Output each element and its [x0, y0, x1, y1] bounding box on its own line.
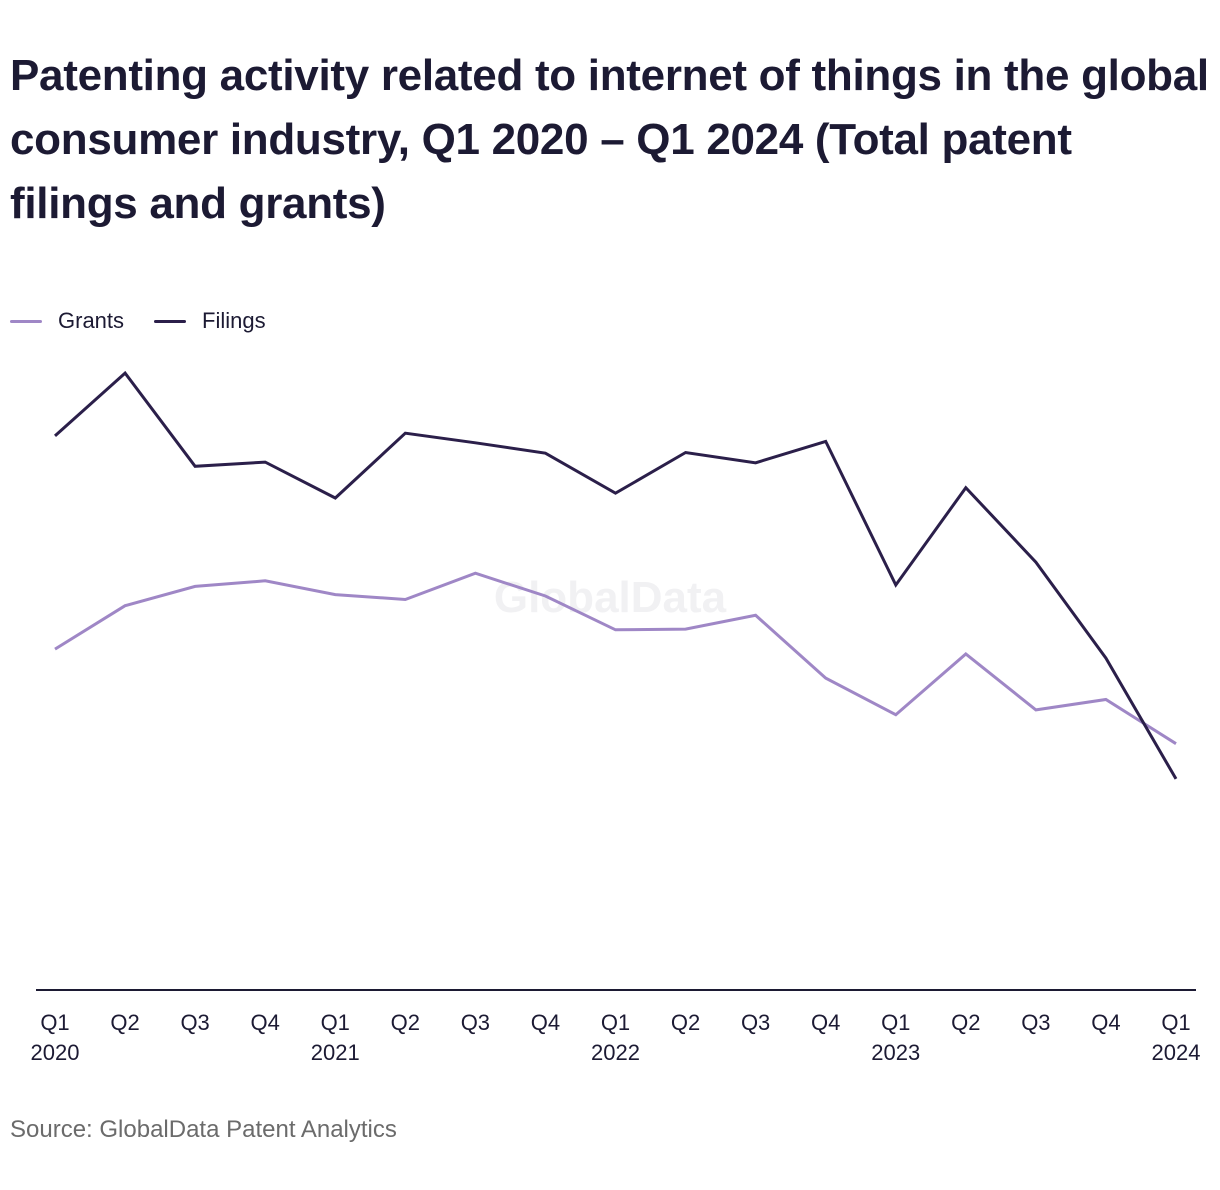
legend-label-filings: Filings	[202, 308, 266, 333]
x-tick-label-quarter: Q4	[251, 1010, 280, 1035]
x-tick-label-year: 2023	[871, 1040, 920, 1065]
watermark-text: GlobalData	[494, 573, 727, 622]
x-tick-label-quarter: Q4	[1091, 1010, 1120, 1035]
x-tick-label-quarter: Q1	[881, 1010, 910, 1035]
legend-item-filings: Filings	[154, 308, 266, 334]
x-axis-ticks: Q1 2020 Q2 Q3 Q4 Q1 2021 Q2 Q3 Q4 Q1 2022 Q2 Q3 Q4 Q1 20…	[31, 1010, 1201, 1065]
series-line-filings	[53, 370, 1178, 780]
x-tick-label-year: 2024	[1152, 1040, 1201, 1065]
x-tick-label-quarter: Q4	[531, 1010, 560, 1035]
x-tick-label-year: 2021	[311, 1040, 360, 1065]
x-tick-label-quarter: Q3	[1021, 1010, 1050, 1035]
x-tick-label-quarter: Q1	[1161, 1010, 1190, 1035]
x-tick-label-quarter: Q2	[671, 1010, 700, 1035]
source-note: Source: GlobalData Patent Analytics	[10, 1116, 397, 1143]
x-tick-label-year: 2020	[31, 1040, 80, 1065]
x-tick-label-quarter: Q1	[601, 1010, 630, 1035]
x-tick-label-quarter: Q1	[321, 1010, 350, 1035]
legend-swatch-filings	[154, 319, 187, 323]
chart-legend: Grants Filings	[10, 306, 266, 336]
legend-item-grants: Grants	[10, 308, 124, 334]
legend-swatch-grants	[10, 319, 42, 323]
x-tick-label-quarter: Q3	[461, 1010, 490, 1035]
x-tick-label-quarter: Q1	[40, 1010, 69, 1035]
x-tick-label-quarter: Q3	[741, 1010, 770, 1035]
x-tick-label-quarter: Q4	[811, 1010, 840, 1035]
chart-title: Patenting activity related to internet o…	[10, 51, 1209, 228]
series-group	[53, 370, 1178, 780]
series-line-grants	[54, 571, 1177, 745]
x-tick-label-quarter: Q3	[180, 1010, 209, 1035]
x-tick-label-year: 2022	[591, 1040, 640, 1065]
x-tick-label-quarter: Q2	[110, 1010, 139, 1035]
x-tick-label-quarter: Q2	[951, 1010, 980, 1035]
x-tick-label-quarter: Q2	[391, 1010, 420, 1035]
legend-label-grants: Grants	[58, 308, 125, 333]
